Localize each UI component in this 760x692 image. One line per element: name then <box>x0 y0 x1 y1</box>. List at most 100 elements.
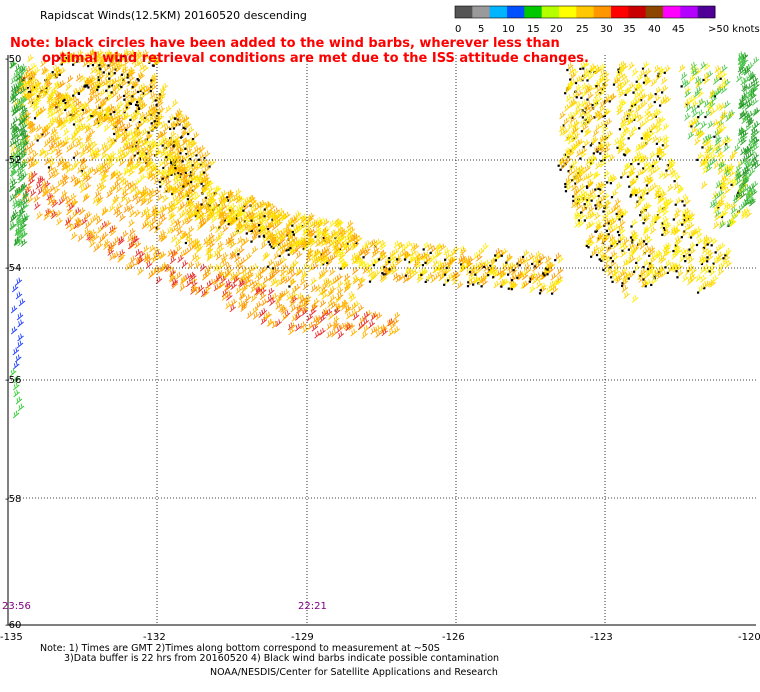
contamination-marker <box>404 274 408 277</box>
wind-barb <box>122 143 129 152</box>
wind-barb <box>104 153 111 162</box>
contamination-marker <box>154 99 157 102</box>
contamination-marker <box>443 283 446 286</box>
contamination-marker <box>564 190 568 193</box>
wind-barb <box>237 236 244 245</box>
wind-barb <box>196 204 204 213</box>
contamination-marker <box>86 84 89 87</box>
contamination-marker <box>650 283 653 287</box>
wind-barb <box>68 116 75 124</box>
contamination-marker <box>612 83 616 86</box>
wind-barb <box>529 285 536 294</box>
wind-barb <box>160 234 167 243</box>
contamination-marker <box>182 126 185 129</box>
wind-barb <box>82 171 89 180</box>
wind-barb <box>147 192 155 201</box>
wind-barb <box>196 243 204 252</box>
contamination-marker <box>689 236 693 239</box>
wind-barb <box>456 281 464 290</box>
contamination-marker <box>109 113 112 116</box>
contamination-marker <box>660 91 664 94</box>
wind-barb <box>32 88 39 97</box>
wind-barb <box>297 223 305 231</box>
wind-barb <box>415 256 422 264</box>
contamination-marker <box>564 185 567 188</box>
contamination-marker <box>629 236 633 239</box>
wind-barb <box>290 215 298 223</box>
wind-barb <box>123 112 131 121</box>
contamination-marker <box>131 95 134 98</box>
contamination-marker <box>628 185 631 188</box>
contamination-marker <box>542 272 545 275</box>
contamination-marker <box>263 208 266 211</box>
wind-barb <box>230 251 238 260</box>
contamination-marker <box>138 157 142 160</box>
wind-barb <box>379 249 387 258</box>
wind-barb <box>170 204 178 213</box>
wind-barb <box>352 237 360 245</box>
wind-barb <box>84 125 92 134</box>
contamination-marker <box>267 240 270 243</box>
contamination-marker <box>123 111 126 114</box>
contamination-marker <box>546 268 549 271</box>
legend-tick-label: 40 <box>648 24 661 35</box>
wind-barb <box>126 182 134 191</box>
contamination-marker <box>544 267 548 270</box>
wind-barb <box>92 118 100 127</box>
wind-barb <box>206 251 214 260</box>
wind-barb <box>106 136 113 145</box>
contamination-marker <box>579 67 582 71</box>
wind-barb <box>307 247 314 256</box>
contamination-marker <box>533 265 536 268</box>
contamination-marker <box>102 71 105 74</box>
contamination-marker <box>87 86 90 89</box>
contamination-marker <box>172 127 176 130</box>
wind-barb <box>231 210 238 219</box>
contamination-marker <box>289 247 292 250</box>
wind-barb <box>131 114 139 123</box>
contamination-marker <box>566 68 569 72</box>
contamination-marker <box>22 79 25 82</box>
contamination-marker <box>226 199 230 202</box>
contamination-marker <box>494 254 497 257</box>
wind-barb <box>277 207 285 216</box>
contamination-marker <box>159 185 162 188</box>
wind-barb <box>103 124 111 132</box>
wind-barb <box>338 226 345 235</box>
wind-barb <box>335 249 343 258</box>
contamination-marker <box>339 267 342 270</box>
wind-barb <box>147 171 155 180</box>
wind-barb <box>115 93 123 102</box>
contamination-marker <box>595 253 599 257</box>
wind-barb <box>240 239 247 248</box>
wind-barb <box>145 163 153 172</box>
contamination-marker <box>594 204 597 207</box>
wind-barb <box>260 225 268 234</box>
contamination-marker <box>127 81 130 84</box>
wind-barb <box>194 182 201 191</box>
contamination-marker <box>424 261 427 264</box>
wind-barb <box>161 204 169 213</box>
contamination-marker <box>467 281 470 284</box>
wind-barb <box>151 217 158 226</box>
wind-barb <box>147 151 154 160</box>
wind-barb <box>460 263 468 272</box>
contamination-marker <box>500 285 503 288</box>
wind-barb <box>80 157 88 166</box>
contamination-marker <box>126 76 129 79</box>
contamination-marker <box>381 272 384 275</box>
contamination-marker <box>129 118 132 121</box>
wind-barb <box>107 115 115 124</box>
wind-barb <box>443 247 451 256</box>
wind-barb <box>364 262 371 270</box>
wind-barb <box>97 113 104 122</box>
wind-barb <box>121 190 129 199</box>
contamination-marker <box>322 263 325 266</box>
contamination-marker <box>51 71 54 74</box>
contamination-marker <box>320 253 323 256</box>
wind-barb <box>78 114 85 123</box>
contamination-marker <box>250 219 253 222</box>
wind-barb <box>286 233 294 242</box>
wind-barb <box>145 188 153 197</box>
wind-barb <box>269 203 276 212</box>
